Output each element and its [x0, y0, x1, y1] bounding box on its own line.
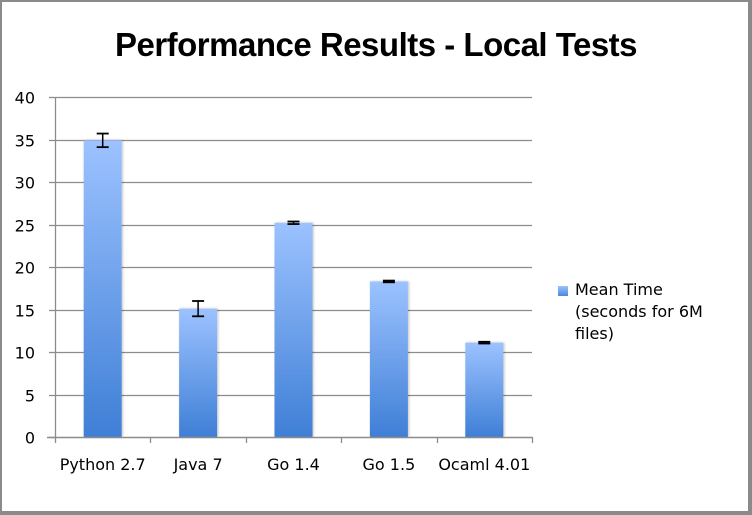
x-tick-label: Go 1.5 — [363, 455, 416, 474]
y-tick-label: 35 — [15, 132, 35, 151]
error-bars — [96, 132, 491, 345]
error-bar — [287, 220, 300, 225]
bar-python-2-7 — [83, 140, 122, 437]
x-axis: Python 2.7 Java 7 Go 1.4 Go 1.5 Ocaml 4.01 — [47, 436, 534, 474]
y-tick-label: 0 — [25, 429, 35, 448]
x-tick-label: Ocaml 4.01 — [438, 455, 530, 474]
legend: Mean Time (seconds for 6M files) — [558, 279, 747, 345]
y-axis: 0 5 10 15 20 25 30 35 40 — [15, 89, 57, 448]
error-bar — [478, 340, 491, 345]
chart-title: Performance Results - Local Tests — [114, 26, 638, 63]
y-tick-label: 40 — [15, 89, 35, 108]
bar-series — [83, 140, 504, 437]
bar-go-1-4 — [274, 222, 313, 437]
x-tick-label: Java 7 — [173, 455, 223, 474]
error-bar — [96, 132, 109, 149]
error-bar — [192, 300, 205, 318]
y-tick-label: 5 — [25, 387, 35, 406]
error-bar — [382, 279, 395, 284]
bar-ocaml-4-01 — [465, 342, 504, 437]
legend-label: Mean Time (seconds for 6M files) — [575, 280, 703, 343]
y-tick-label: 20 — [15, 259, 35, 278]
bar-java-7 — [179, 308, 218, 437]
legend-swatch-icon — [558, 286, 568, 296]
y-tick-label: 25 — [15, 217, 35, 236]
x-tick-label: Go 1.4 — [267, 455, 320, 474]
y-tick-label: 10 — [15, 344, 35, 363]
y-tick-label: 15 — [15, 302, 35, 321]
x-tick-label: Python 2.7 — [60, 455, 146, 474]
bar-go-1-5 — [369, 281, 408, 437]
y-tick-label: 30 — [15, 174, 35, 193]
